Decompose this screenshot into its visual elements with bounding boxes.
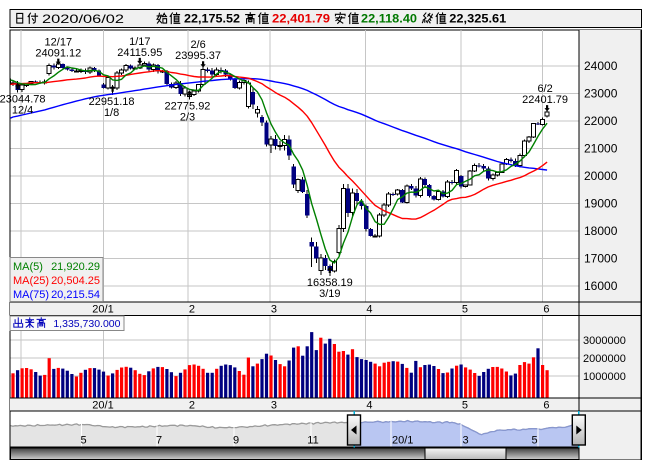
svg-text:2000000: 2000000 xyxy=(583,353,626,365)
svg-text:23995.37: 23995.37 xyxy=(175,50,221,62)
svg-text:1,335,730.000: 1,335,730.000 xyxy=(53,318,120,330)
svg-text:21,920.29: 21,920.29 xyxy=(51,261,100,273)
svg-text:MA(5): MA(5) xyxy=(13,261,43,273)
svg-text:17000: 17000 xyxy=(584,252,618,266)
svg-text:1000000: 1000000 xyxy=(583,371,626,383)
svg-text:2/3: 2/3 xyxy=(180,112,195,124)
svg-text:4: 4 xyxy=(366,304,372,316)
svg-text:24000: 24000 xyxy=(584,59,618,73)
svg-text:5: 5 xyxy=(80,435,86,447)
svg-text:21000: 21000 xyxy=(584,142,618,156)
svg-text:5: 5 xyxy=(462,304,468,316)
svg-text:3: 3 xyxy=(271,304,277,316)
svg-text:20/1: 20/1 xyxy=(92,400,113,412)
svg-text:11: 11 xyxy=(307,435,318,447)
svg-text:3000000: 3000000 xyxy=(583,335,626,347)
svg-text:22401.79: 22401.79 xyxy=(522,94,568,106)
svg-text:2: 2 xyxy=(189,304,195,316)
svg-text:19000: 19000 xyxy=(584,197,618,211)
svg-text:16358.19: 16358.19 xyxy=(307,277,353,289)
svg-text:20000: 20000 xyxy=(584,169,618,183)
svg-text:12/17: 12/17 xyxy=(45,37,73,49)
svg-text:22000: 22000 xyxy=(584,114,618,128)
svg-text:20/1: 20/1 xyxy=(92,304,113,316)
svg-text:7: 7 xyxy=(156,435,162,447)
svg-text:22951.18: 22951.18 xyxy=(89,96,135,108)
svg-text:16000: 16000 xyxy=(584,279,618,293)
svg-text:3: 3 xyxy=(463,435,469,447)
svg-text:2/6: 2/6 xyxy=(190,39,205,51)
svg-text:22,175.52: 22,175.52 xyxy=(184,12,240,26)
svg-text:22,401.79: 22,401.79 xyxy=(272,12,330,26)
svg-text:6: 6 xyxy=(543,400,549,412)
svg-text:20/1: 20/1 xyxy=(392,435,413,447)
svg-text:3: 3 xyxy=(271,400,277,412)
svg-text:22775.92: 22775.92 xyxy=(165,101,211,113)
svg-text:20,215.54: 20,215.54 xyxy=(51,289,100,301)
svg-text:18000: 18000 xyxy=(584,224,618,238)
svg-text:MA(25): MA(25) xyxy=(13,275,49,287)
svg-text:5: 5 xyxy=(462,400,468,412)
svg-text:22,325.61: 22,325.61 xyxy=(449,12,506,26)
svg-text:2: 2 xyxy=(189,400,195,412)
svg-text:23000: 23000 xyxy=(584,87,618,101)
svg-text:4: 4 xyxy=(366,400,372,412)
svg-text:5: 5 xyxy=(531,435,537,447)
svg-text:23044.78: 23044.78 xyxy=(0,93,46,105)
svg-text:2020/06/02: 2020/06/02 xyxy=(42,12,124,26)
svg-text:6/2: 6/2 xyxy=(537,83,552,95)
svg-text:24091.12: 24091.12 xyxy=(35,48,81,60)
svg-text:9: 9 xyxy=(233,435,239,447)
svg-text:12/4: 12/4 xyxy=(12,104,33,116)
svg-text:MA(75): MA(75) xyxy=(13,289,49,301)
svg-text:20,504.25: 20,504.25 xyxy=(51,275,100,287)
svg-text:22,118.40: 22,118.40 xyxy=(361,12,417,26)
svg-text:6: 6 xyxy=(543,304,549,316)
svg-text:1/17: 1/17 xyxy=(129,36,150,48)
svg-text:1/8: 1/8 xyxy=(104,107,119,119)
svg-text:24115.95: 24115.95 xyxy=(117,47,162,59)
svg-text:3/19: 3/19 xyxy=(319,288,340,300)
